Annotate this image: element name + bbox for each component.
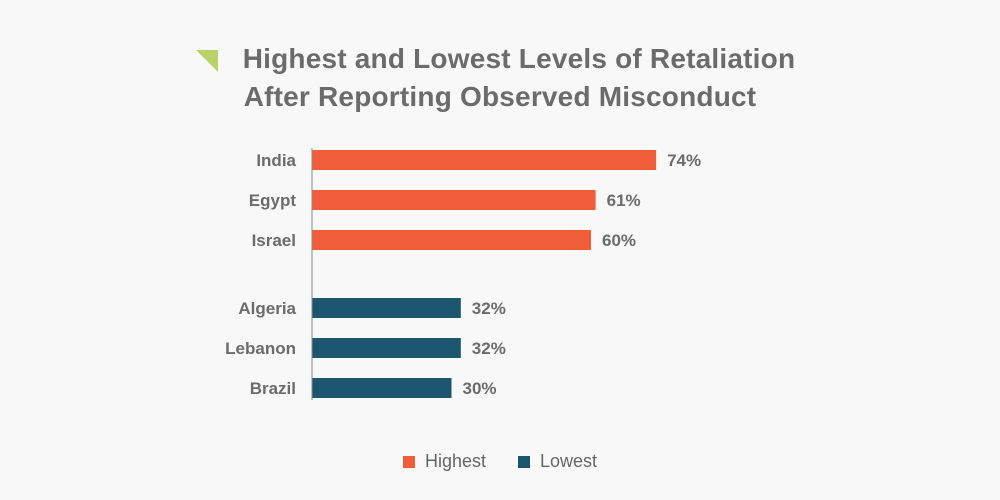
legend-swatch-highest	[402, 455, 415, 468]
value-label-brazil: 30%	[463, 379, 497, 398]
legend-swatch-lowest	[517, 455, 530, 468]
bar-israel	[312, 230, 591, 250]
value-label-israel: 60%	[602, 231, 636, 250]
title-triangle-shape	[196, 50, 218, 72]
chart-title-line-2: After Reporting Observed Misconduct	[243, 81, 757, 112]
value-label-egypt: 61%	[607, 191, 641, 210]
bar-algeria	[312, 298, 461, 318]
bar-india	[312, 150, 657, 170]
value-label-india: 74%	[667, 151, 701, 170]
legend-item-highest: Highest	[402, 451, 486, 472]
legend-item-lowest: Lowest	[517, 451, 598, 472]
value-label-lebanon: 32%	[472, 339, 506, 358]
category-label-israel: Israel	[252, 231, 296, 250]
category-label-india: India	[256, 151, 296, 170]
bar-egypt	[312, 190, 596, 210]
category-label-brazil: Brazil	[250, 379, 296, 398]
value-label-algeria: 32%	[472, 299, 506, 318]
legend-label-highest: Highest	[424, 451, 486, 471]
bar-lebanon	[312, 338, 461, 358]
category-label-lebanon: Lebanon	[225, 339, 296, 358]
title-triangle-icon	[196, 50, 218, 72]
legend-label-lowest: Lowest	[539, 451, 598, 471]
chart-title-line-1: Highest and Lowest Levels of Retaliation	[242, 43, 796, 74]
bar-brazil	[312, 378, 452, 398]
legend: Highest Lowest	[0, 451, 1000, 472]
category-label-algeria: Algeria	[238, 299, 296, 318]
category-label-egypt: Egypt	[249, 191, 297, 210]
